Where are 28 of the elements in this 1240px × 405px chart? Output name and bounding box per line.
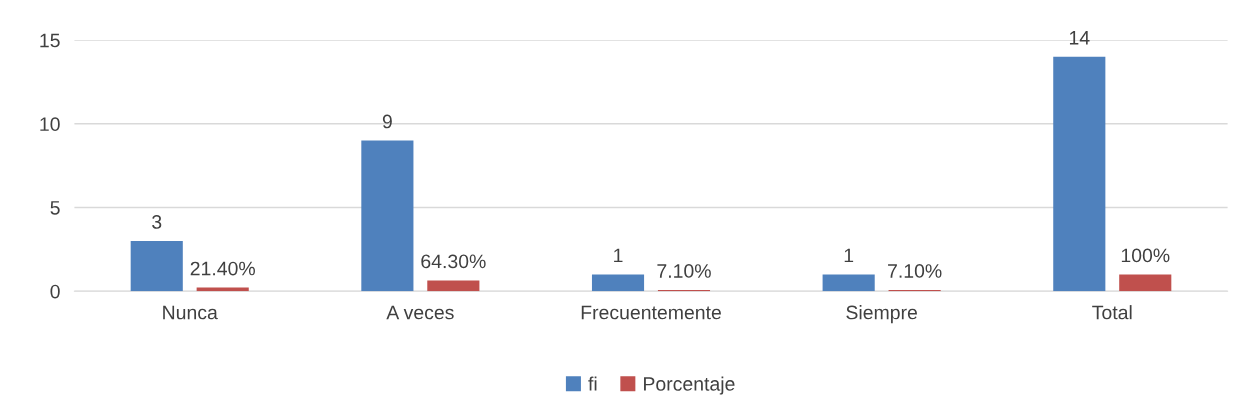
data-label: 14: [1069, 31, 1090, 45]
y-tick-label: 10: [40, 117, 60, 132]
bar: [130, 240, 183, 292]
y-tick-label: 15: [40, 33, 60, 48]
y-tick-label: 5: [50, 201, 60, 215]
data-label: 9: [382, 114, 392, 129]
bar: [822, 274, 875, 292]
legend-label: Porcentaje: [644, 376, 735, 395]
bar: [591, 274, 645, 292]
legend-label: fi: [588, 376, 597, 391]
x-tick-label: Total: [1092, 305, 1132, 320]
bar: [1053, 56, 1106, 292]
bar: [361, 140, 414, 292]
x-tick-label: Frecuentemente: [581, 305, 721, 320]
data-label: 1: [614, 248, 623, 263]
data-label: 21.40%: [190, 261, 255, 276]
x-tick-label: Nunca: [163, 305, 218, 320]
x-tick-label: Siempre: [846, 305, 917, 324]
data-label: 1: [844, 248, 854, 263]
bar: [1119, 274, 1172, 292]
data-label: 7.10%: [657, 264, 711, 278]
data-label: 3: [152, 215, 162, 229]
data-label: 7.10%: [888, 264, 942, 278]
bar: [427, 280, 480, 292]
data-label: 64.30%: [421, 254, 486, 269]
y-tick-label: 0: [50, 284, 60, 299]
x-tick-label: A veces: [386, 305, 454, 320]
data-label: 100%: [1121, 248, 1170, 263]
